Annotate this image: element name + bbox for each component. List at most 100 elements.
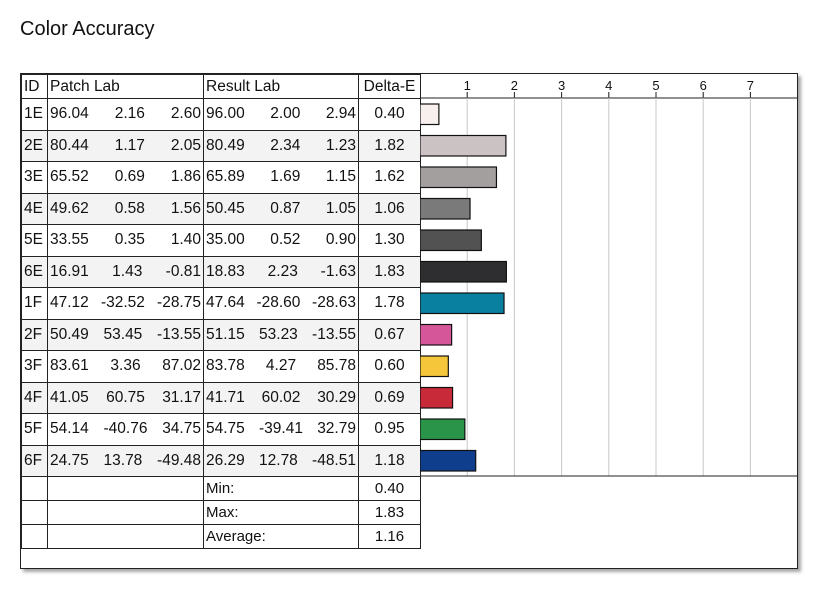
patch-lab-value: 60.75 <box>106 388 145 406</box>
patch-lab-cell: 54.14 -40.76 34.75 <box>47 413 204 446</box>
result-lab-cell: 41.71 60.02 30.29 <box>203 381 359 414</box>
summary-blank <box>21 476 48 501</box>
result-lab-value: 85.78 <box>317 357 356 375</box>
patch-lab-value: 49.62 <box>50 199 89 217</box>
result-lab-value: 26.29 <box>206 451 245 469</box>
result-lab-value: 47.64 <box>206 294 245 312</box>
table-row: 2F 50.49 53.45 -13.55 51.15 53.23 -13.55 0.67 <box>21 318 421 351</box>
delta-e-value: 1.78 <box>358 287 421 320</box>
result-lab-value: -39.41 <box>259 420 303 438</box>
result-lab-value: 12.78 <box>259 451 298 469</box>
row-id: 2E <box>21 129 48 162</box>
patch-lab-value: 0.35 <box>114 231 145 249</box>
delta-e-bar-chart: 1 2 3 4 5 6 7 <box>420 78 797 477</box>
header-patch-lab: Patch Lab <box>47 74 204 99</box>
result-lab-cell: 26.29 12.78 -48.51 <box>203 444 359 477</box>
table-row: 3E 65.52 0.69 1.86 65.89 1.69 1.15 1.62 <box>21 161 421 194</box>
tick-label: 7 <box>747 78 754 93</box>
patch-lab-value: -28.75 <box>157 294 201 312</box>
patch-lab-value: 24.75 <box>50 451 89 469</box>
header-delta-e: Delta-E <box>358 74 421 99</box>
summary-row: Average: 1.16 <box>21 524 421 549</box>
bar-5F <box>420 418 466 441</box>
result-lab-value: 53.23 <box>259 325 298 343</box>
table-row: 1F 47.12 -32.52 -28.75 47.64 -28.60 -28.63 1.78 <box>21 287 421 320</box>
table-row: 6F 24.75 13.78 -49.48 26.29 12.78 -48.51 1.18 <box>21 444 421 477</box>
result-lab-value: 96.00 <box>206 105 245 123</box>
table-row: 2E 80.44 1.17 2.05 80.49 2.34 1.23 1.82 <box>21 129 421 162</box>
patch-lab-cell: 65.52 0.69 1.86 <box>47 161 204 194</box>
patch-lab-value: -13.55 <box>157 325 201 343</box>
result-lab-cell: 54.75 -39.41 32.79 <box>203 413 359 446</box>
bar-4E <box>420 197 471 220</box>
bar-5E <box>420 229 482 252</box>
color-accuracy-panel: ID Patch Lab Result Lab Delta-E 1E 96.04 2… <box>20 73 798 569</box>
patch-lab-value: 0.69 <box>114 168 145 186</box>
row-id: 4E <box>21 192 48 225</box>
patch-lab-cell: 50.49 53.45 -13.55 <box>47 318 204 351</box>
patch-lab-cell: 49.62 0.58 1.56 <box>47 192 204 225</box>
delta-e-value: 0.40 <box>358 98 421 131</box>
patch-lab-value: 1.86 <box>170 168 201 186</box>
header-result-lab: Result Lab <box>203 74 359 99</box>
table-row: 3F 83.61 3.36 87.02 83.78 4.27 85.78 0.60 <box>21 350 421 383</box>
bar-3F <box>420 355 449 378</box>
patch-lab-value: 13.78 <box>103 451 143 469</box>
result-lab-value: 18.83 <box>206 262 245 280</box>
result-lab-cell: 50.45 0.87 1.05 <box>203 192 359 225</box>
patch-lab-value: 1.17 <box>114 136 145 154</box>
summary-blank <box>21 500 48 525</box>
patch-lab-value: 16.91 <box>50 262 89 280</box>
patch-lab-value: 33.55 <box>50 231 89 249</box>
row-id: 5E <box>21 224 48 257</box>
patch-lab-cell: 80.44 1.17 2.05 <box>47 129 204 162</box>
patch-lab-value: -0.81 <box>165 262 201 280</box>
tick-label: 5 <box>652 78 659 93</box>
table-row: 1E 96.04 2.16 2.60 96.00 2.00 2.94 0.40 <box>21 98 421 131</box>
patch-lab-value: 1.40 <box>170 231 201 249</box>
result-lab-value: 65.89 <box>206 168 245 186</box>
delta-e-value: 1.82 <box>358 129 421 162</box>
table-row: 4F 41.05 60.75 31.17 41.71 60.02 30.29 0.69 <box>21 381 421 414</box>
result-lab-value: -1.63 <box>320 262 356 280</box>
result-lab-value: -13.55 <box>312 325 356 343</box>
summary-value: 1.83 <box>358 500 421 525</box>
table-row: 6E 16.91 1.43 -0.81 18.83 2.23 -1.63 1.83 <box>21 255 421 288</box>
result-lab-value: 2.00 <box>270 105 301 123</box>
table-row: 4E 49.62 0.58 1.56 50.45 0.87 1.05 1.06 <box>21 192 421 225</box>
patch-lab-value: 50.49 <box>50 325 89 343</box>
result-lab-value: -28.63 <box>312 294 356 312</box>
result-lab-value: 1.23 <box>325 136 356 154</box>
result-lab-value: 1.69 <box>270 168 301 186</box>
result-lab-cell: 96.00 2.00 2.94 <box>203 98 359 131</box>
result-lab-value: -28.60 <box>256 294 301 312</box>
summary-label: Max: <box>203 500 359 525</box>
patch-lab-value: 2.60 <box>170 105 201 123</box>
result-lab-value: 60.02 <box>261 388 301 406</box>
patch-lab-value: 80.44 <box>50 136 89 154</box>
patch-lab-cell: 96.04 2.16 2.60 <box>47 98 204 131</box>
bar-2F <box>420 323 453 346</box>
bar-4F <box>420 386 454 409</box>
summary-row: Max: 1.83 <box>21 500 421 525</box>
delta-e-value: 0.60 <box>358 350 421 383</box>
tick-label: 3 <box>558 78 565 93</box>
bar-6F <box>420 449 477 472</box>
result-lab-value: -48.51 <box>312 451 356 469</box>
tick-label: 4 <box>605 78 612 93</box>
row-id: 3F <box>21 350 48 383</box>
summary-blank <box>47 476 204 501</box>
result-lab-value: 1.05 <box>325 199 356 217</box>
bar-1E <box>420 103 440 126</box>
delta-e-value: 1.18 <box>358 444 421 477</box>
patch-lab-cell: 16.91 1.43 -0.81 <box>47 255 204 288</box>
patch-lab-value: 54.14 <box>50 420 89 438</box>
patch-lab-value: 87.02 <box>162 357 201 375</box>
patch-lab-value: 3.36 <box>110 357 141 375</box>
table-header-row: ID Patch Lab Result Lab Delta-E <box>21 74 421 99</box>
result-lab-value: 50.45 <box>206 199 245 217</box>
tick-label: 1 <box>464 78 471 93</box>
bar-1F <box>420 292 505 315</box>
delta-e-value: 1.06 <box>358 192 421 225</box>
summary-label: Min: <box>203 476 359 501</box>
